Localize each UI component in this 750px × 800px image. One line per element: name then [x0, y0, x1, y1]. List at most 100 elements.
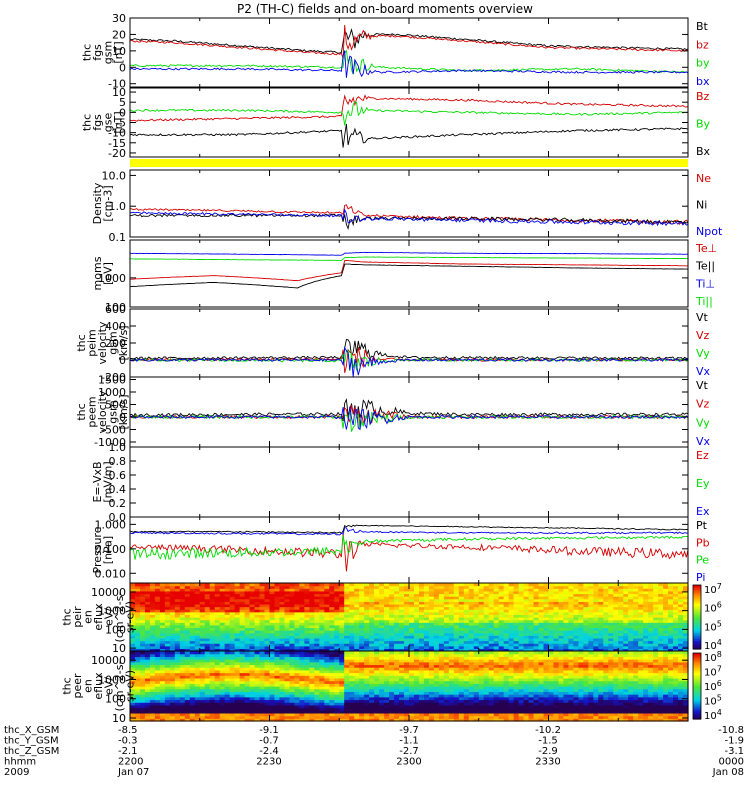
spectrogram-cell — [130, 593, 136, 597]
spectrogram-cell — [583, 588, 589, 592]
spectrogram-cell — [438, 704, 445, 709]
spectrogram-cell — [374, 677, 380, 682]
spectrogram-cell — [299, 603, 305, 608]
spectrogram-cell — [513, 585, 520, 589]
spectrogram-cell — [314, 640, 320, 644]
spectrogram-cell — [194, 712, 201, 717]
spectrogram-cell — [359, 614, 365, 618]
spectrogram-cell — [418, 659, 425, 663]
spectrogram-cell — [638, 598, 644, 602]
spectrogram-cell — [249, 627, 256, 631]
spectrogram-cell — [299, 632, 305, 636]
spectrogram-cell — [334, 683, 340, 687]
spectrogram-cell — [448, 637, 455, 642]
spectrogram-cell — [409, 645, 415, 649]
spectrogram-cell — [264, 667, 271, 671]
spectrogram-cell — [423, 643, 430, 647]
spectrogram-cell — [279, 598, 286, 602]
spectrogram-cell — [379, 617, 385, 621]
spectrogram-cell — [294, 651, 300, 655]
spectrogram-cell — [339, 659, 345, 663]
spectrogram-cell — [404, 598, 410, 602]
spectrogram-cell — [339, 710, 345, 714]
spectrogram-cell — [214, 640, 221, 644]
spectrogram-cell — [139, 640, 146, 644]
spectrogram-cell — [668, 622, 674, 626]
spectrogram-cell — [374, 648, 380, 652]
spectrogram-cell — [314, 583, 320, 587]
spectrogram-cell — [553, 635, 560, 639]
spectrogram-cell — [558, 619, 565, 623]
y-tick-label: 10 — [112, 45, 126, 58]
spectrogram-cell — [518, 619, 525, 623]
spectrogram-cell — [498, 598, 505, 602]
spectrogram-cell — [279, 627, 286, 631]
spectrogram-cell — [404, 609, 410, 613]
spectrogram-cell — [538, 645, 545, 649]
spectrogram-cell — [329, 667, 335, 671]
spectrogram-cell — [334, 632, 340, 636]
spectrogram-cell — [628, 590, 634, 595]
spectrogram-cell — [409, 590, 415, 595]
spectrogram-cell — [204, 590, 211, 595]
spectrogram-cell — [379, 630, 385, 634]
spectrogram-cell — [254, 653, 261, 657]
spectrogram-cell — [608, 637, 614, 642]
spectrogram-cell — [244, 624, 251, 629]
spectrogram-cell — [583, 643, 589, 647]
spectrogram-cell — [314, 694, 320, 698]
spectrogram-cell — [608, 643, 614, 647]
spectrogram-cell — [284, 653, 291, 657]
spectrogram-cell — [274, 718, 281, 722]
spectrogram-cell — [673, 614, 679, 618]
spectrogram-cell — [199, 645, 206, 649]
spectrogram-cell — [349, 640, 355, 644]
y-axis-label: gsm — [107, 331, 120, 354]
spectrogram-cell — [503, 627, 510, 631]
spectrogram-cell — [264, 702, 271, 706]
spectrogram-cell — [299, 653, 305, 657]
spectrogram-cell — [613, 611, 619, 615]
spectrogram-cell — [473, 632, 480, 636]
spectrogram-cell — [199, 696, 206, 701]
spectrogram-cell — [184, 653, 191, 657]
spectrogram-cell — [234, 635, 241, 639]
spectrogram-cell — [673, 630, 679, 634]
spectrogram-cell — [463, 601, 470, 605]
spectrogram-cell — [423, 590, 430, 595]
spectrogram-cell — [533, 596, 540, 600]
spectrogram-cell — [179, 627, 186, 631]
spectrogram-cell — [309, 609, 315, 613]
y-axis-label: [nT] — [112, 41, 125, 63]
spectrogram-cell — [508, 590, 515, 595]
spectrogram-cell — [139, 585, 146, 589]
spectrogram-cell — [344, 598, 350, 602]
spectrogram-cell — [229, 603, 236, 608]
spectrogram-cell — [214, 688, 221, 692]
spectrogram-cell — [628, 596, 634, 600]
spectrogram-cell — [244, 688, 251, 692]
spectrogram-cell — [189, 702, 196, 706]
spectrogram-cell — [433, 683, 440, 687]
spectrogram-cell — [334, 588, 340, 592]
spectrogram-cell — [284, 614, 291, 618]
spectrogram-cell — [423, 619, 430, 623]
spectrogram-cell — [518, 606, 525, 610]
spectrogram-cell — [229, 677, 236, 682]
spectrogram-cell — [379, 603, 385, 608]
spectrogram-cell — [289, 622, 296, 626]
spectrogram-cell — [603, 624, 609, 629]
spectrogram-cell — [204, 683, 211, 687]
y-axis-label: Pressure — [91, 526, 104, 573]
spectrogram-cell — [189, 635, 196, 639]
spectrogram-cell — [463, 627, 470, 631]
spectrogram-cell — [573, 637, 579, 642]
spectrogram-cell — [428, 609, 435, 613]
spectrogram-cell — [234, 664, 241, 668]
spectrogram-cell — [279, 691, 286, 695]
spectrogram-cell — [683, 596, 689, 600]
spectrogram-cell — [423, 637, 430, 642]
spectrogram-cell — [209, 596, 216, 600]
spectrogram-cell — [259, 710, 266, 714]
